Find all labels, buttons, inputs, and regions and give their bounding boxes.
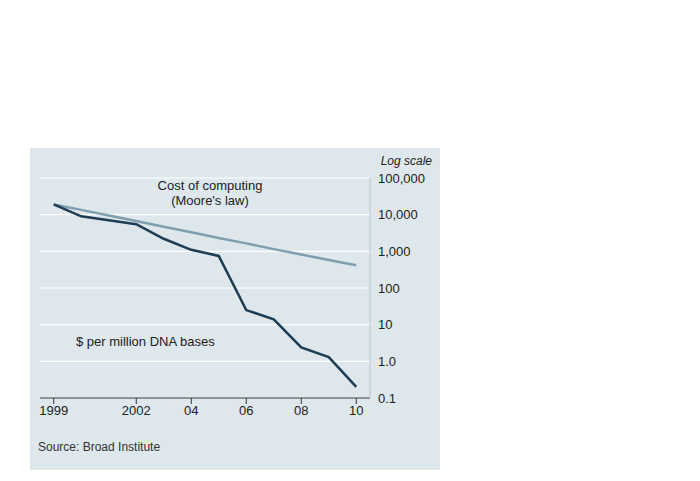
svg-text:100,000: 100,000 [378,171,425,186]
html-text:Cost of computing: Cost of computing [157,178,263,193]
svg-text:10: 10 [349,403,363,418]
svg-text:100: 100 [378,281,400,296]
svg-text:10: 10 [378,317,392,332]
svg-text:1.0: 1.0 [378,354,396,369]
svg-text:10,000: 10,000 [378,207,418,222]
svg-text:0.1: 0.1 [378,391,396,406]
html-text:Log scale: Log scale [380,154,432,168]
svg-text:1,000: 1,000 [378,244,411,259]
svg-text:1999: 1999 [39,403,68,418]
html-text:Source: Broad Institute: Source: Broad Institute [38,440,161,454]
svg-text:06: 06 [239,403,253,418]
svg-text:04: 04 [184,403,198,418]
html-text:$ per million DNA bases: $ per million DNA bases [76,334,215,349]
svg-text:2002: 2002 [122,403,151,418]
svg-text:08: 08 [294,403,308,418]
html-text:(Moore's law): (Moore's law) [171,193,249,208]
